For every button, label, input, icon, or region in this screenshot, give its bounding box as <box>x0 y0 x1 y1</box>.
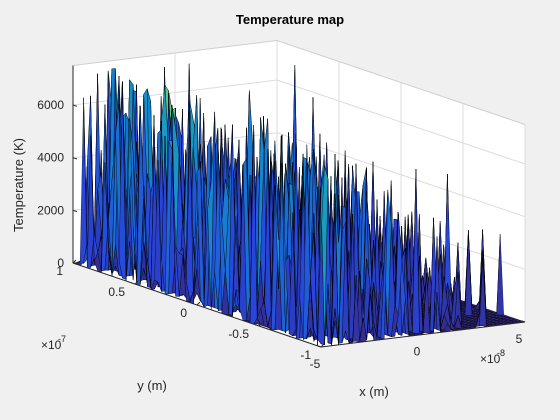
y-axis-ticks: -1 -0.5 0 0.5 1 <box>56 259 325 362</box>
y-tick-label: -0.5 <box>228 327 249 341</box>
surface-patch <box>317 165 325 346</box>
y-tick-mark <box>320 343 325 348</box>
x-axis-ticks: -5 0 5 <box>310 320 526 371</box>
y-exponent-power: -7 <box>58 334 66 344</box>
x-tick-label: -5 <box>310 357 321 371</box>
x-exponent-base: ×10 <box>480 352 501 366</box>
z-axis-label: Temperature (K) <box>11 138 26 232</box>
y-tick-label: 1 <box>56 264 63 278</box>
y-tick-label: 0.5 <box>108 285 125 299</box>
z-tick-label: 4000 <box>37 151 64 165</box>
box-top-edge <box>72 39 526 125</box>
temperature-surface <box>72 63 526 346</box>
y-exponent: ×10 -7 <box>41 334 66 352</box>
x-tick-mark <box>317 345 322 348</box>
x-exponent: ×10 -8 <box>480 348 505 366</box>
z-tick-label: 2000 <box>37 203 64 217</box>
y-tick-mark <box>134 280 139 285</box>
z-tick-mark <box>72 104 78 107</box>
z-tick-label: 6000 <box>37 98 64 112</box>
y-exponent-base: ×10 <box>41 338 62 352</box>
y-tick-mark <box>72 259 77 264</box>
x-tick-label: 5 <box>516 332 523 346</box>
chart-title: Temperature map <box>236 12 344 27</box>
x-tick-mark <box>521 320 526 323</box>
z-axis-ticks: 0 2000 4000 6000 <box>37 98 78 270</box>
y-tick-mark <box>196 301 201 306</box>
x-axis-label: x (m) <box>359 384 389 399</box>
x-exponent-power: -8 <box>497 348 505 358</box>
z-tick-mark <box>72 157 78 160</box>
y-tick-label: 0 <box>180 306 187 320</box>
y-tick-mark <box>258 322 263 327</box>
x-tick-label: 0 <box>414 345 421 359</box>
y-axis-label: y (m) <box>137 378 167 393</box>
z-tick-mark <box>72 262 78 265</box>
x-tick-mark <box>419 333 424 335</box>
z-tick-mark <box>72 209 78 213</box>
z-tick-label: 0 <box>57 256 64 270</box>
y-tick-label: -1 <box>300 348 311 362</box>
